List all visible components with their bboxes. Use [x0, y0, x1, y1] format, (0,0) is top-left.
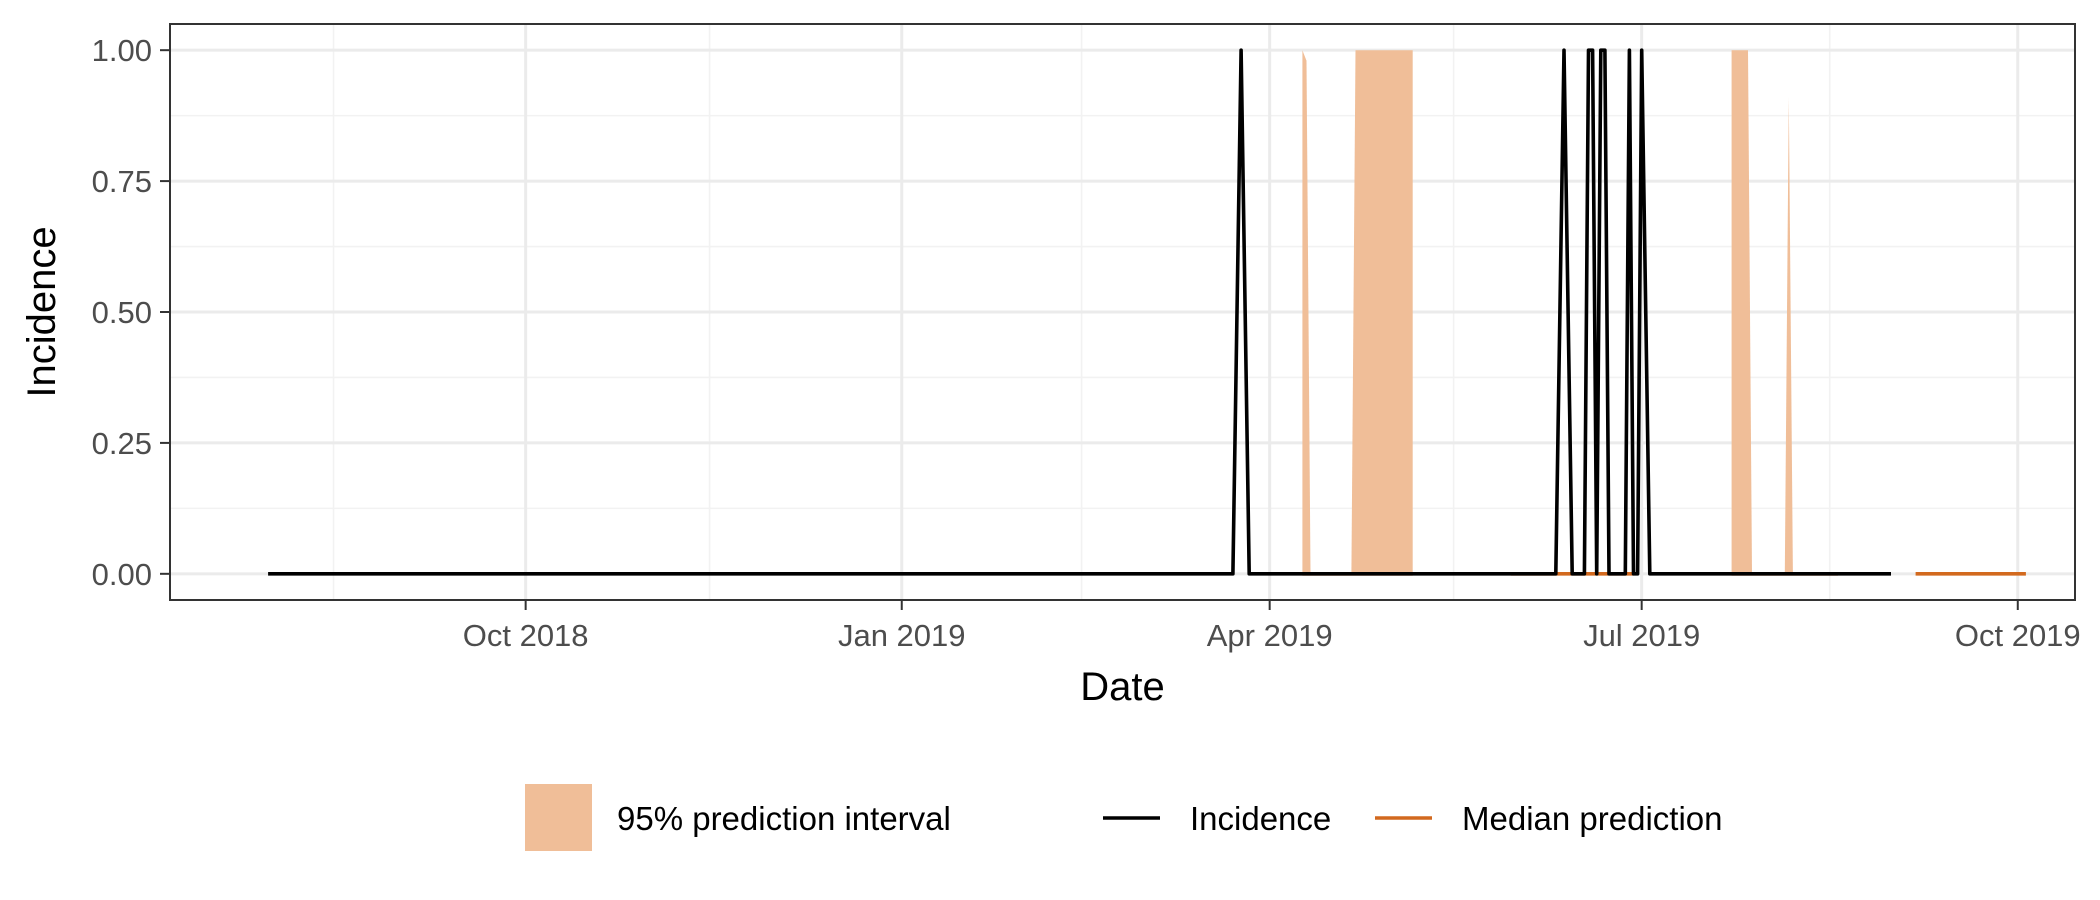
y-tick-label: 0.75: [92, 164, 152, 199]
x-tick-label: Jan 2019: [838, 618, 966, 653]
y-axis-title: Incidence: [20, 226, 64, 397]
y-tick-label: 0.25: [92, 426, 152, 461]
prediction-interval-layer: [1302, 50, 1793, 574]
y-tick-label: 0.50: [92, 295, 152, 330]
prediction-interval-band: [1731, 50, 1752, 574]
x-axis-title: Date: [1080, 665, 1165, 709]
incidence-line: [268, 48, 1891, 576]
legend: 95% prediction interval Incidence Median…: [525, 784, 1723, 851]
x-axis: Oct 2018 Jan 2019 Apr 2019 Jul 2019 Oct 2019: [463, 600, 2081, 653]
x-tick-label: Jul 2019: [1583, 618, 1700, 653]
x-tick-label: Oct 2018: [463, 618, 589, 653]
x-tick-label: Oct 2019: [1955, 618, 2081, 653]
prediction-interval-band: [1302, 50, 1311, 574]
incidence-layer: [268, 48, 1891, 576]
legend-label-interval: 95% prediction interval: [617, 800, 951, 837]
y-tick-label: 0.00: [92, 557, 152, 592]
x-tick-label: Apr 2019: [1207, 618, 1333, 653]
legend-key-interval: [525, 784, 592, 851]
legend-label-median: Median prediction: [1462, 800, 1723, 837]
prediction-interval-band: [1351, 50, 1413, 574]
y-axis: 0.00 0.25 0.50 0.75 1.00: [92, 33, 170, 592]
prediction-interval-band: [1784, 97, 1793, 574]
legend-label-incidence: Incidence: [1190, 800, 1331, 837]
y-tick-label: 1.00: [92, 33, 152, 68]
